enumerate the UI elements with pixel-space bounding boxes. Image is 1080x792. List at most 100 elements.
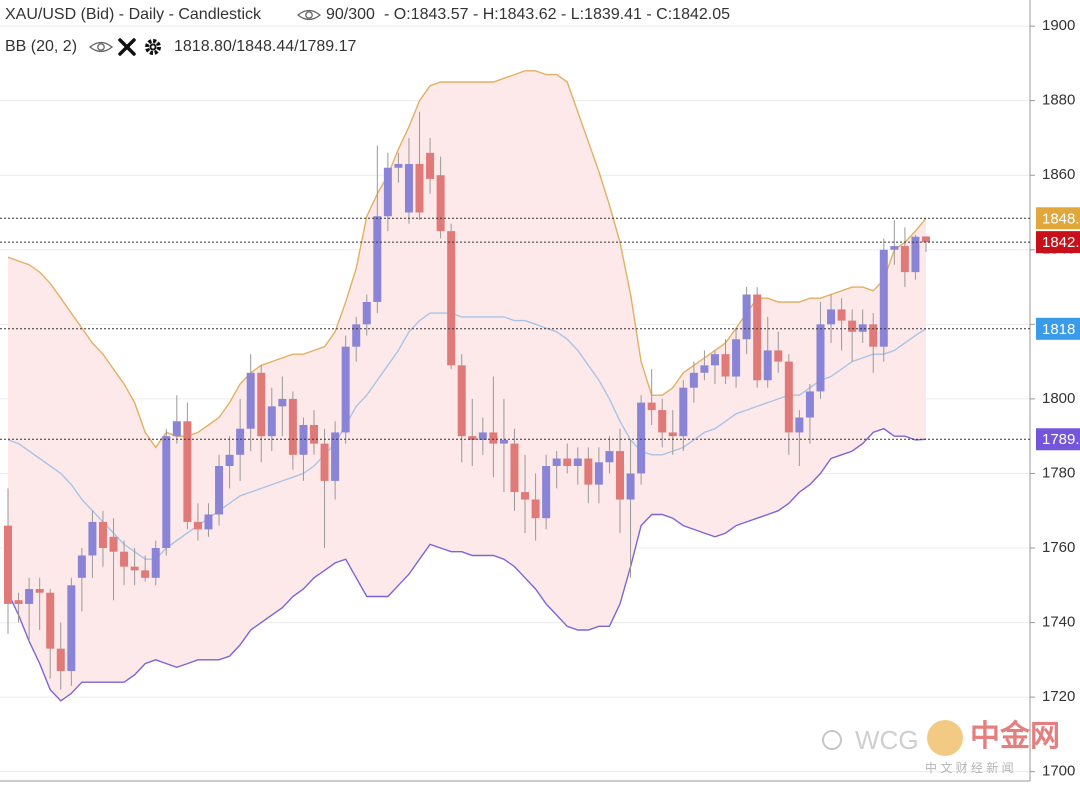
candle-body (98, 521, 107, 549)
watermark-icon (822, 730, 842, 750)
reference-lines: 1848. 1842. 1818 1789. (0, 207, 1080, 451)
candle-body (805, 391, 814, 418)
watermark-logo-mark (927, 720, 963, 756)
reference-label: 1789. (1042, 431, 1080, 448)
candle-body (911, 236, 920, 273)
band-lower (7, 427, 927, 702)
candle-body (288, 398, 297, 455)
y-tick-label: 1720 (1042, 688, 1075, 705)
candle-body (837, 309, 846, 321)
reference-label: 1842. (1042, 234, 1080, 251)
candle-body (816, 324, 825, 392)
candle-body (257, 372, 266, 437)
candle-body (753, 294, 762, 381)
watermark-tagline: 中 文 财 经 新 闻 (925, 760, 1014, 775)
candle-body (394, 164, 403, 168)
eye-icon[interactable] (296, 9, 322, 21)
indicator-name: BB (20, 2) (5, 38, 77, 55)
candle-body (120, 551, 129, 567)
candle-body (710, 354, 719, 366)
candle-body (510, 443, 519, 493)
candle-body (341, 346, 350, 433)
candle-body (204, 514, 213, 530)
candle-body (721, 354, 730, 377)
candle-body (67, 585, 76, 672)
candle-body (141, 570, 150, 578)
candle-body (130, 566, 139, 571)
reference-label-box (1036, 231, 1080, 254)
candle-body (404, 164, 413, 213)
candle-body (183, 421, 192, 522)
candle-body (331, 432, 340, 481)
settings-icon[interactable] (145, 39, 161, 55)
candle-body (869, 324, 878, 347)
candle-body (4, 525, 12, 604)
candle-body (267, 406, 276, 437)
candle-body (668, 432, 677, 437)
candle-body (162, 436, 171, 549)
candle-body (647, 402, 656, 411)
candle-body (552, 458, 561, 466)
candle-body (362, 301, 371, 325)
y-tick-label: 1860 (1042, 166, 1075, 183)
candle-body (637, 402, 646, 474)
candle-body (616, 451, 624, 500)
candle-body (14, 600, 23, 604)
plot-area (0, 25, 1030, 773)
candle-body (594, 462, 603, 485)
candle-body (278, 398, 287, 407)
candle-body (626, 473, 635, 500)
candle-body (246, 372, 255, 429)
candle-body (193, 521, 202, 530)
candle-body (172, 421, 181, 437)
remove-icon[interactable] (118, 38, 136, 56)
chart-title: XAU/USD (Bid) - Daily - Candlestick (5, 6, 262, 23)
eye-icon[interactable] (88, 41, 114, 53)
watermark-brand: WCG (855, 725, 919, 755)
reference-label-box (1036, 317, 1080, 340)
candle-body (236, 428, 245, 455)
reference-label: 1818 (1042, 321, 1075, 338)
candle-body (922, 236, 930, 243)
candle-body (383, 167, 392, 217)
candle-body (215, 465, 224, 515)
candle-body (848, 320, 857, 332)
candle-body (879, 249, 888, 347)
y-tick-label: 1800 (1042, 390, 1075, 407)
candle-body (225, 454, 234, 466)
candle-body (584, 458, 593, 485)
candle-body (605, 451, 614, 463)
candle-body (77, 555, 86, 578)
candle-body (299, 424, 308, 455)
y-tick-label: 1900 (1042, 17, 1075, 34)
candle-body (447, 231, 456, 366)
candle-body (542, 465, 551, 519)
candle-body (827, 309, 836, 325)
candle-body (478, 432, 487, 440)
candle-body (774, 350, 783, 362)
band-middle (7, 312, 927, 560)
band-upper (7, 70, 927, 449)
candle-body (858, 324, 867, 332)
candle-body (56, 648, 65, 672)
candle-body (310, 424, 318, 444)
reference-label: 1848. (1042, 210, 1080, 227)
candle-body (521, 492, 530, 500)
indicator-values: 1818.80/1848.44/1789.17 (174, 38, 357, 55)
candle-body (109, 536, 118, 552)
y-tick-label: 1740 (1042, 614, 1075, 631)
candle-body (151, 548, 160, 578)
candle-body (795, 417, 804, 433)
candle-body (573, 458, 582, 466)
candle-body (88, 521, 97, 556)
band-fill (8, 70, 926, 701)
candle-body (489, 432, 498, 444)
candle-body (436, 175, 445, 232)
candle-body (352, 324, 361, 347)
candle-body (25, 589, 34, 604)
candle-body (499, 439, 508, 444)
candle-body (468, 436, 477, 440)
watermark: WCG 中金网 中 文 财 经 新 闻 (822, 719, 1060, 775)
watermark-logo: 中金网 (970, 719, 1060, 753)
